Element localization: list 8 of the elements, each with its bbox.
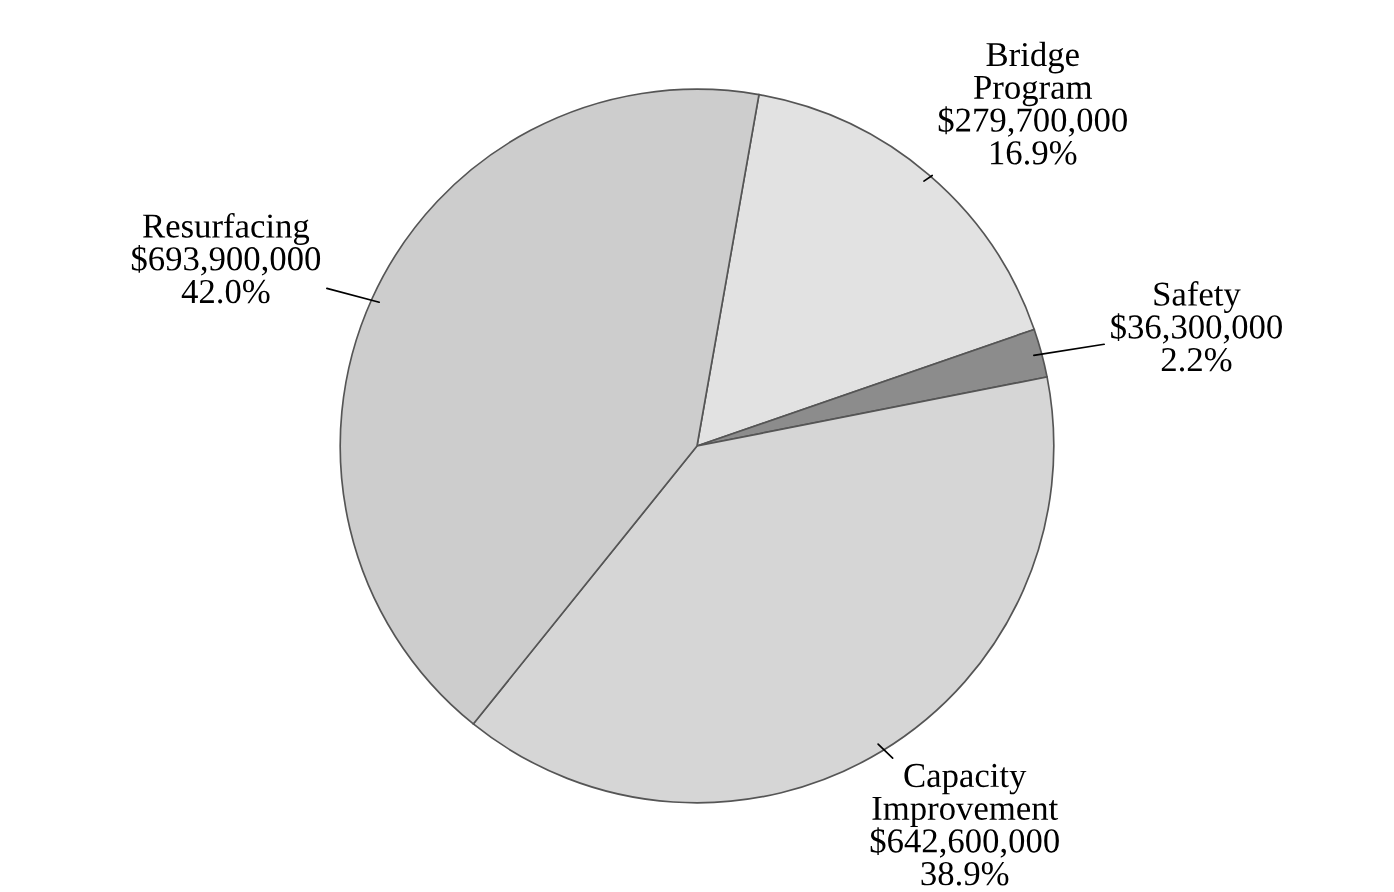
- slice-label: Capacity Improvement: [872, 763, 1059, 828]
- data-label: $693,900,000 42.0%: [131, 245, 321, 304]
- slice-label: Safety: [1154, 281, 1241, 313]
- slice-label: Bridge Program: [973, 41, 1093, 107]
- data-label: $642,600,000 38.9%: [870, 827, 1059, 886]
- slice-label: Resurfacing: [143, 212, 310, 245]
- data-label: $36,300,000 2.2%: [1111, 313, 1282, 372]
- data-label: $279,700,000 16.9%: [938, 106, 1127, 165]
